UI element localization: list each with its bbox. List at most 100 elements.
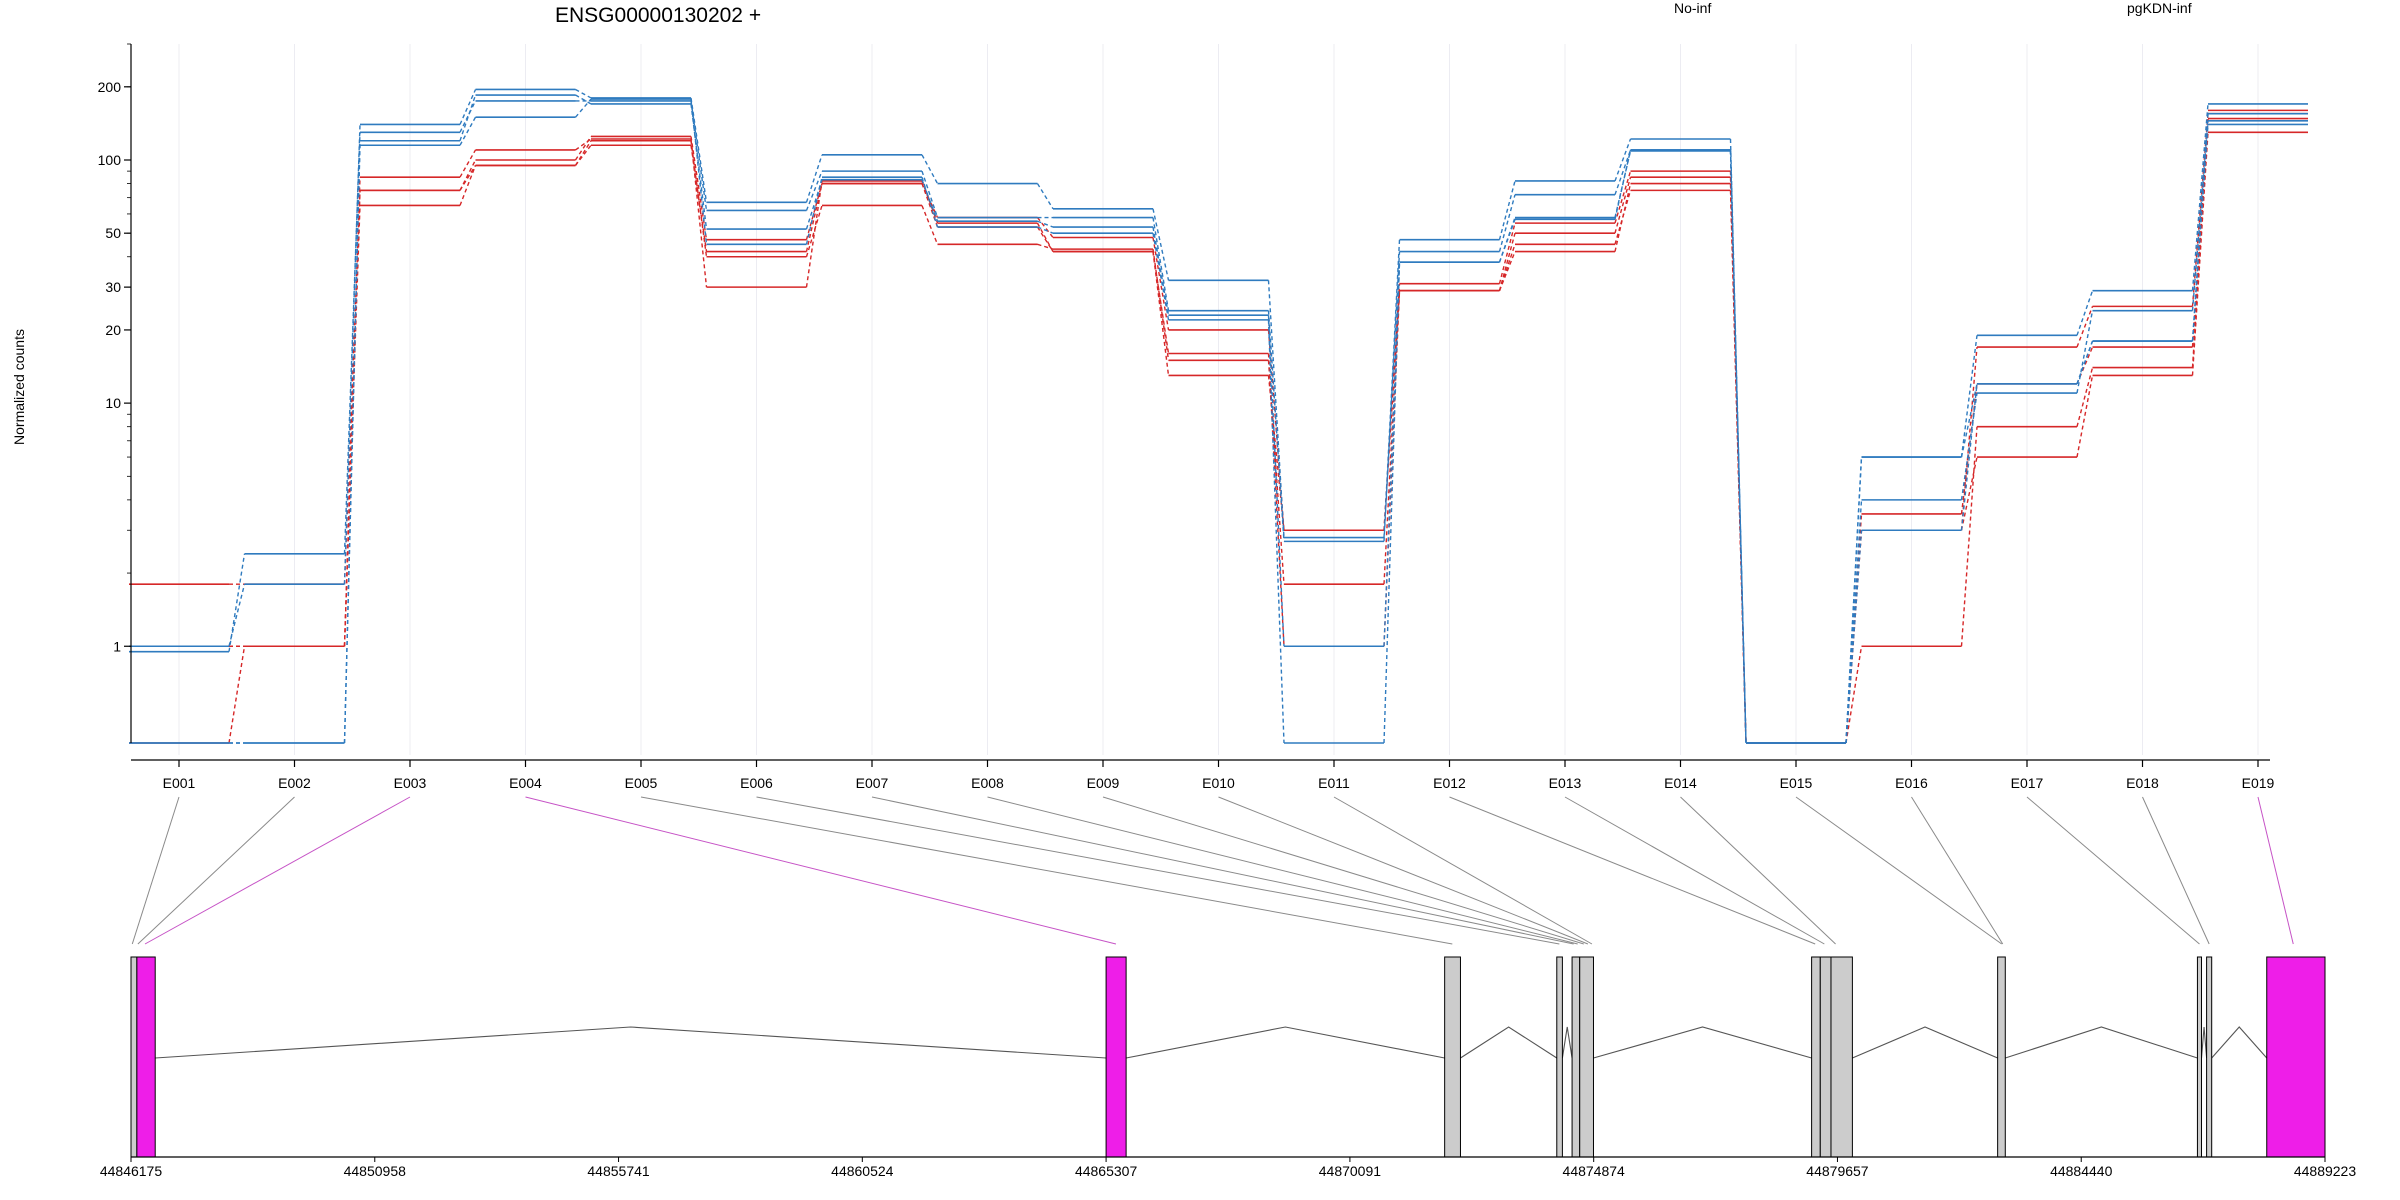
transition-segment (1383, 239, 1401, 538)
transition-segment (575, 94, 592, 105)
transition-segment (1960, 383, 1978, 458)
transition-segment (1267, 319, 1285, 744)
transition-segment (1037, 243, 1054, 250)
exon-connector-line (144, 796, 411, 945)
transition-segment (574, 140, 592, 166)
transition-segment (1036, 226, 1054, 252)
exon-connector-line (1333, 796, 1593, 945)
x-tick-label: E011 (1318, 775, 1350, 791)
transition-segment (2191, 120, 2209, 311)
transition-segment (459, 94, 477, 141)
transition-segment (1267, 280, 1285, 538)
transition-segment (1960, 347, 1978, 531)
transition-segment (1152, 208, 1170, 281)
coding-exon-box (2266, 956, 2326, 1158)
transition-segment (1152, 217, 1170, 311)
exon-connector-line (525, 796, 1117, 945)
transition-segment (459, 100, 477, 133)
noncoding-exon-box (2196, 956, 2203, 1158)
y-tick-label: 200 (98, 79, 122, 95)
intron-line (2200, 1026, 2208, 1059)
gene-model (130, 956, 2326, 1158)
exon-connector-line (1218, 796, 1589, 945)
intron-line (155, 1026, 1107, 1059)
transition-segment (1614, 183, 1632, 252)
transition-segment (1960, 456, 1978, 531)
y-tick-label: 20 (105, 322, 121, 338)
series-pgkdn-inf (129, 98, 2308, 744)
genomic-tick-label: 44865307 (1075, 1163, 1138, 1179)
x-tick-label: E001 (163, 775, 196, 791)
noncoding-exon-box (1579, 956, 1594, 1158)
noncoding-exon-box (1997, 956, 2006, 1158)
transition-segment (2076, 310, 2094, 394)
noncoding-exon-box (1811, 956, 1821, 1158)
transition-segment (459, 165, 477, 191)
transition-segment (1036, 222, 1054, 252)
x-tick-label: E005 (625, 775, 658, 791)
transition-segment (2191, 113, 2209, 307)
exon-connector-line (1795, 796, 2003, 945)
intron-line (2005, 1026, 2198, 1059)
genomic-tick-label: 44850958 (344, 1163, 407, 1179)
genomic-tick-label: 44870091 (1319, 1163, 1382, 1179)
transition-segment (1845, 457, 1863, 744)
y-axis-ticks: 1 10 20 30 50 100 200 (98, 43, 131, 654)
x-tick-label: E016 (1895, 775, 1928, 791)
y-tick-label: 10 (105, 395, 121, 411)
transition-segment (805, 170, 823, 211)
x-tick-label: E018 (2126, 775, 2159, 791)
coding-exon-box (136, 956, 156, 1158)
noncoding-exon-box (130, 956, 138, 1158)
transition-segment (574, 98, 592, 118)
legend-no-inf: No-inf (1674, 0, 1711, 16)
transition-segment (1498, 217, 1516, 263)
transition-segment (1383, 262, 1401, 744)
x-tick-label: E015 (1780, 775, 1813, 791)
coding-exon-box (1105, 956, 1127, 1158)
transition-segment (574, 144, 592, 166)
transition-segment (228, 646, 246, 744)
genomic-tick-label: 44889223 (2294, 1163, 2357, 1179)
intron-line (1126, 1026, 1445, 1059)
exon-connector-line (1564, 796, 1825, 945)
intron-line (1593, 1026, 1812, 1059)
transition-segment (1036, 217, 1054, 238)
x-tick-label: E004 (509, 775, 542, 791)
intron-line (1852, 1026, 1998, 1059)
x-axis-ticks: E001 E002 E003 E004 E005 E006 E007 E008 E009 E010… (163, 760, 2275, 791)
transition-segment (921, 154, 939, 184)
transition-segment (2191, 124, 2209, 342)
genomic-axis-ticks: 44846175 44850958 44855741 44860524 44865307… (100, 1157, 2357, 1179)
transition-segment (459, 159, 477, 191)
y-tick-label: 50 (105, 225, 121, 241)
y-axis-label: Normalized counts (11, 329, 27, 445)
transition-segment (1960, 426, 1978, 647)
transition-segment (343, 145, 361, 744)
transition-segment (805, 177, 823, 245)
intron-line (1460, 1026, 1558, 1059)
x-tick-label: E008 (971, 775, 1004, 791)
transition-segment (690, 99, 708, 245)
transition-segment (1383, 290, 1401, 531)
genomic-tick-label: 44879657 (1806, 1163, 1869, 1179)
transition-segment (1960, 383, 1978, 531)
x-tick-label: E006 (740, 775, 773, 791)
x-tick-label: E019 (2242, 775, 2275, 791)
exon-connector-line (2142, 796, 2210, 945)
transition-segment (1614, 138, 1632, 182)
exon-connector-line (1449, 796, 1816, 945)
y-tick-label: 30 (105, 279, 121, 295)
legend-pgkdn-inf: pgKDN-inf (2127, 0, 2192, 16)
transition-segment (805, 180, 823, 288)
genomic-tick-label: 44860524 (831, 1163, 894, 1179)
noncoding-exon-box (1571, 956, 1581, 1158)
exon-connector-line (137, 796, 295, 945)
transition-segment (1729, 150, 1747, 744)
transition-segment (2191, 103, 2209, 291)
transition-segment (1267, 310, 1285, 542)
transition-segment (1036, 183, 1054, 210)
transition-segment (2076, 306, 2094, 348)
transition-segment (1267, 315, 1285, 647)
